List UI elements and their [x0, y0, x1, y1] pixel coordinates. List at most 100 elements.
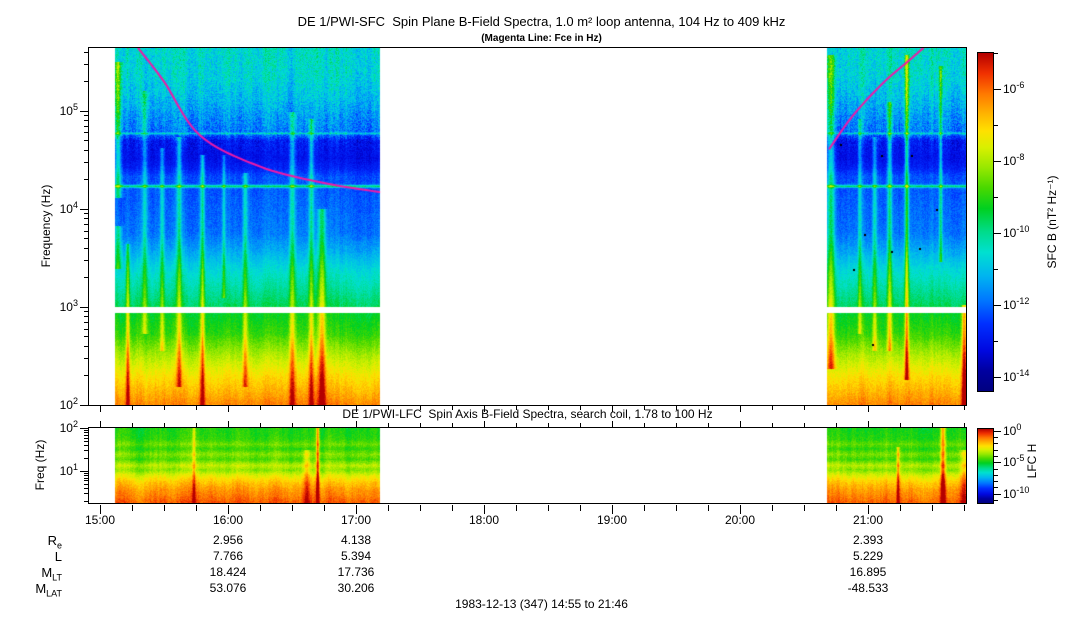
x-tick: [964, 423, 965, 427]
y-minor-tick: [84, 493, 88, 494]
colorbar-tick-label: 10-14: [1003, 368, 1030, 384]
colorbar-tick: [994, 89, 1001, 90]
colorbar-minor-tick: [994, 53, 998, 54]
x-tick: [228, 406, 229, 412]
x-tick: [676, 423, 677, 427]
colorbar-tick-label: 10-10: [1003, 485, 1030, 501]
y-tick-label: 105: [59, 102, 78, 118]
ephemeris-value: 5.229: [852, 549, 884, 563]
x-tick: [612, 505, 613, 514]
x-tick: [100, 406, 101, 412]
x-tick-label: 16:00: [212, 513, 244, 527]
x-tick: [932, 505, 933, 511]
x-tick-label: 15:00: [84, 513, 116, 527]
ephemeris-row-label: MLAT: [35, 581, 62, 599]
x-tick: [388, 406, 389, 410]
x-tick: [164, 505, 165, 511]
colorbar-tick-label: 10-12: [1003, 296, 1030, 312]
x-tick: [644, 406, 645, 410]
x-tick: [580, 406, 581, 410]
y-minor-tick: [84, 115, 88, 116]
x-tick: [804, 406, 805, 410]
y-tick: [80, 209, 88, 210]
y-minor-tick: [84, 484, 88, 485]
x-tick: [132, 406, 133, 410]
x-tick: [420, 423, 421, 427]
x-tick: [100, 421, 101, 427]
y-tick-label: 102: [59, 396, 78, 412]
x-tick: [292, 423, 293, 427]
x-tick: [452, 406, 453, 410]
x-tick: [516, 423, 517, 427]
colorbar-tick-label: 10-10: [1003, 224, 1030, 240]
colorbar-minor-tick: [994, 487, 998, 488]
figure-title: DE 1/PWI-SFC Spin Plane B-Field Spectra,…: [297, 14, 786, 29]
y-minor-tick: [84, 81, 88, 82]
ephemeris-value: 53.076: [209, 581, 247, 595]
y-minor-tick: [84, 375, 88, 376]
colorbar-minor-tick: [994, 469, 998, 470]
colorbar-minor-tick: [994, 197, 998, 198]
lfc-spectrogram-canvas: [89, 428, 966, 503]
x-tick-label: 18:00: [468, 513, 500, 527]
sfc-colorbar: [977, 52, 994, 392]
ephemeris-value: 4.138: [340, 533, 372, 547]
x-tick: [324, 423, 325, 427]
x-tick: [804, 505, 805, 511]
x-tick: [420, 505, 421, 511]
x-tick: [356, 421, 357, 427]
ephemeris-value: 16.895: [849, 565, 887, 579]
figure-subtitle: (Magenta Line: Fce in Hz): [481, 33, 602, 44]
x-tick: [868, 406, 869, 412]
x-tick: [228, 421, 229, 427]
y-minor-tick: [84, 430, 88, 431]
colorbar-tick: [994, 233, 1001, 234]
y-minor-tick: [84, 64, 88, 65]
x-tick: [740, 421, 741, 427]
lfc-spectrogram-panel: [88, 427, 967, 504]
y-minor-tick: [84, 150, 88, 151]
x-tick: [100, 505, 101, 514]
colorbar-minor-tick: [994, 475, 998, 476]
x-tick: [292, 406, 293, 410]
y-minor-tick: [84, 329, 88, 330]
colorbar-tick-label: 10-8: [1003, 152, 1025, 168]
x-tick: [836, 406, 837, 410]
y-minor-tick: [84, 441, 88, 442]
y-tick: [80, 307, 88, 308]
y-minor-tick: [84, 231, 88, 232]
x-tick: [196, 406, 197, 410]
sfc-spectrogram-panel: [88, 47, 967, 406]
ephemeris-row-label: MLT: [41, 565, 62, 583]
y-minor-tick: [84, 126, 88, 127]
sfc-colorbar-label: SFC B (nT² Hz⁻¹): [1045, 175, 1059, 269]
x-tick: [644, 505, 645, 511]
y-minor-tick: [84, 52, 88, 53]
y-minor-tick: [84, 224, 88, 225]
colorbar-minor-tick: [994, 456, 998, 457]
ephemeris-row-label: L: [54, 549, 62, 564]
y-minor-tick: [84, 435, 88, 436]
x-tick: [900, 406, 901, 410]
x-tick: [772, 406, 773, 410]
y-minor-tick: [84, 475, 88, 476]
colorbar-tick: [994, 462, 1001, 463]
x-tick: [868, 421, 869, 427]
y-minor-tick: [84, 336, 88, 337]
x-tick: [164, 423, 165, 427]
y-minor-tick: [84, 140, 88, 141]
x-tick: [580, 505, 581, 511]
colorbar-minor-tick: [994, 269, 998, 270]
y-minor-tick: [84, 432, 88, 433]
ephemeris-value: 17.736: [337, 565, 375, 579]
x-tick: [804, 423, 805, 427]
y-minor-tick: [84, 260, 88, 261]
x-tick: [548, 406, 549, 410]
y-tick: [80, 471, 88, 472]
y-minor-tick: [84, 480, 88, 481]
ephemeris-value: 30.206: [337, 581, 375, 595]
sfc-y-axis-label: Frequency (Hz): [39, 184, 53, 268]
y-minor-tick: [84, 213, 88, 214]
x-tick: [708, 423, 709, 427]
